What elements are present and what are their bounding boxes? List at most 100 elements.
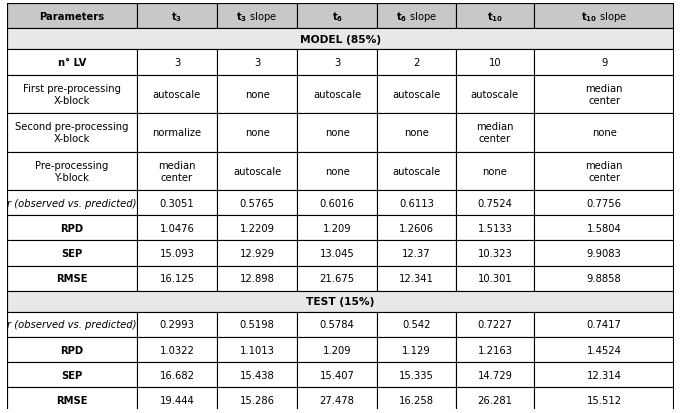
Text: 1.5133: 1.5133 (477, 223, 512, 233)
Bar (7, 241, 137, 266)
Bar (456, 216, 534, 241)
Text: 0.6016: 0.6016 (319, 198, 355, 208)
Bar (7, 387, 137, 413)
Text: 0.7756: 0.7756 (586, 198, 622, 208)
Text: RMSE: RMSE (56, 273, 88, 284)
Text: RPD: RPD (61, 345, 84, 355)
Text: 19.444: 19.444 (159, 395, 194, 405)
Bar (7, 312, 137, 337)
Bar (7, 4, 137, 29)
Text: 1.2209: 1.2209 (240, 223, 274, 233)
Text: 16.682: 16.682 (159, 370, 195, 380)
Bar (456, 266, 534, 291)
Text: 0.7227: 0.7227 (477, 320, 513, 330)
Text: none: none (325, 166, 349, 176)
Text: none: none (592, 128, 616, 138)
Bar (456, 362, 534, 387)
Bar (456, 4, 534, 29)
Bar (456, 152, 534, 191)
Bar (377, 114, 456, 152)
Text: 0.2993: 0.2993 (159, 320, 195, 330)
Bar (217, 191, 297, 216)
Text: 1.5804: 1.5804 (587, 223, 622, 233)
Text: RPD: RPD (61, 223, 84, 233)
Bar (534, 337, 674, 362)
Bar (377, 337, 456, 362)
Bar (217, 4, 297, 29)
Bar (456, 114, 534, 152)
Bar (534, 114, 674, 152)
Bar (297, 75, 377, 114)
Bar (7, 337, 137, 362)
Text: none: none (404, 128, 429, 138)
Text: $\mathbf{t_6}$: $\mathbf{t_6}$ (332, 10, 343, 24)
Bar (377, 241, 456, 266)
Bar (534, 152, 674, 191)
Bar (534, 312, 674, 337)
Bar (377, 152, 456, 191)
Text: RMSE: RMSE (56, 395, 88, 405)
Text: median
center: median center (586, 161, 623, 183)
Bar (456, 191, 534, 216)
Text: 21.675: 21.675 (319, 273, 355, 284)
Bar (137, 114, 217, 152)
Bar (297, 387, 377, 413)
Text: 1.2606: 1.2606 (399, 223, 434, 233)
Bar (137, 337, 217, 362)
Bar (377, 216, 456, 241)
Text: 3: 3 (254, 58, 260, 68)
Bar (456, 50, 534, 75)
Bar (456, 75, 534, 114)
Bar (297, 362, 377, 387)
Bar (7, 216, 137, 241)
Bar (7, 75, 137, 114)
Bar (137, 4, 217, 29)
Bar (297, 266, 377, 291)
Bar (217, 50, 297, 75)
Text: normalize: normalize (153, 128, 202, 138)
Bar (456, 337, 534, 362)
Text: median
center: median center (158, 161, 195, 183)
Text: 1.2163: 1.2163 (477, 345, 513, 355)
Bar (297, 241, 377, 266)
Bar (534, 241, 674, 266)
Text: 15.407: 15.407 (319, 370, 355, 380)
Text: 0.5198: 0.5198 (240, 320, 274, 330)
Text: 12.314: 12.314 (586, 370, 622, 380)
Bar (456, 387, 534, 413)
Text: 3: 3 (334, 58, 340, 68)
Bar (137, 191, 217, 216)
Text: 0.6113: 0.6113 (399, 198, 434, 208)
Bar (297, 114, 377, 152)
Text: First pre-processing
X-block: First pre-processing X-block (23, 83, 121, 106)
Text: 14.729: 14.729 (477, 370, 513, 380)
Bar (137, 241, 217, 266)
Text: 15.093: 15.093 (159, 249, 195, 259)
Bar (297, 152, 377, 191)
Bar (534, 191, 674, 216)
Bar (137, 152, 217, 191)
Text: 15.512: 15.512 (586, 395, 622, 405)
Text: 1.1013: 1.1013 (240, 345, 274, 355)
Text: 27.478: 27.478 (319, 395, 355, 405)
Text: 0.7524: 0.7524 (477, 198, 512, 208)
Bar (137, 312, 217, 337)
Bar (7, 29, 674, 50)
Text: $\mathbf{t_{10}}$ slope: $\mathbf{t_{10}}$ slope (581, 9, 627, 24)
Text: n° LV: n° LV (58, 58, 86, 68)
Bar (217, 114, 297, 152)
Text: none: none (244, 90, 270, 100)
Bar (534, 4, 674, 29)
Text: $\mathbf{t_3}$ slope: $\mathbf{t_3}$ slope (236, 9, 278, 24)
Bar (137, 266, 217, 291)
Text: 16.258: 16.258 (399, 395, 434, 405)
Bar (217, 387, 297, 413)
Text: median
center: median center (476, 122, 513, 144)
Text: 10: 10 (489, 58, 501, 68)
Text: Pre-processing
Y-block: Pre-processing Y-block (35, 161, 108, 183)
Text: Second pre-processing
X-block: Second pre-processing X-block (15, 122, 129, 144)
Text: 0.5765: 0.5765 (240, 198, 274, 208)
Text: MODEL (85%): MODEL (85%) (300, 35, 381, 45)
Bar (137, 75, 217, 114)
Bar (217, 241, 297, 266)
